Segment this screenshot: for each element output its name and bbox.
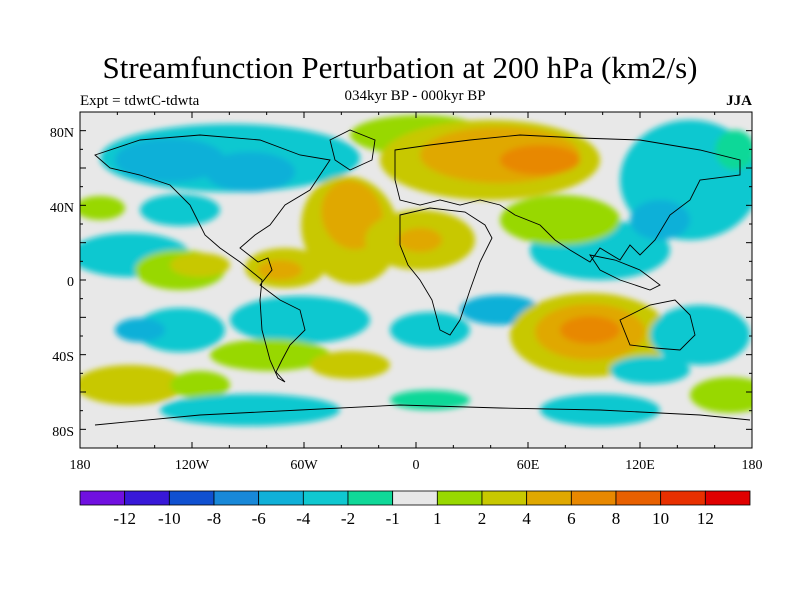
colorbar-box: [347, 490, 394, 506]
colorbar-level-label: -4: [296, 509, 311, 528]
contour-shading: [170, 371, 230, 399]
contour-shading: [560, 316, 620, 344]
plot-subtitle: 034kyr BP - 000kyr BP: [344, 88, 486, 104]
colorbar-box: [258, 490, 304, 506]
colorbar-box: [302, 490, 349, 506]
lon-label-180e: 180: [742, 458, 763, 473]
contour-shading: [80, 196, 125, 220]
contour-shading: [630, 200, 690, 240]
contour-shading: [690, 377, 752, 413]
contour-shading: [650, 305, 750, 365]
colorbar-box: [213, 490, 260, 506]
lon-label-180w: 180: [70, 458, 91, 473]
colorbar-box: [660, 490, 706, 506]
colorbar-level-label: -1: [386, 509, 400, 528]
colorbar-level-label: 10: [652, 509, 669, 528]
lat-label-80s: 80S: [52, 425, 74, 440]
lon-label-60w: 60W: [290, 458, 318, 473]
colorbar-box: [436, 490, 483, 506]
colorbar-box: [79, 490, 126, 506]
lat-label-40n: 40N: [50, 201, 74, 216]
colorbar-box: [481, 490, 528, 506]
contour-shading: [115, 318, 165, 342]
lon-label-60e: 60E: [517, 458, 540, 473]
colorbar-level-label: 6: [567, 509, 576, 528]
contour-shading: [135, 308, 225, 352]
contour-shading: [500, 195, 620, 245]
contour-field: [80, 112, 752, 448]
colorbar-labels: -12 -10 -8 -6 -4 -2 -1 1 2 4 6 8 10 12: [113, 509, 714, 528]
coastline: [399, 207, 493, 336]
coastline: [394, 134, 741, 263]
coastline: [329, 129, 376, 171]
coastline: [619, 299, 696, 351]
contour-shading: [160, 394, 340, 426]
colorbar-level-label: -12: [113, 509, 136, 528]
contour-shading: [170, 253, 230, 277]
contour-shading: [210, 339, 330, 371]
colorbar: [79, 490, 751, 506]
colorbar-level-label: 4: [522, 509, 531, 528]
contour-shading: [80, 365, 185, 405]
coastlines: [94, 129, 751, 426]
lon-label-120w: 120W: [175, 458, 210, 473]
contour-shading: [390, 312, 470, 348]
lat-label-eq: 0: [67, 275, 74, 290]
colorbar-level-label: 12: [697, 509, 714, 528]
colorbar-level-label: 8: [612, 509, 621, 528]
contour-shading: [115, 138, 225, 182]
lat-label-40s: 40S: [52, 350, 74, 365]
contour-shading: [398, 228, 442, 252]
coastline: [94, 134, 331, 383]
contour-shading: [310, 351, 390, 379]
colorbar-box: [168, 490, 215, 506]
axis-ticks: [79, 111, 753, 449]
colorbar-box: [615, 490, 662, 506]
experiment-label: Expt = tdwtC-tdwta: [80, 93, 200, 109]
contour-shading: [230, 296, 370, 344]
colorbar-level-label: -8: [207, 509, 221, 528]
plot-title: Streamfunction Perturbation at 200 hPa (…: [102, 50, 698, 85]
colorbar-box: [526, 490, 572, 506]
contour-shading: [140, 194, 220, 226]
colorbar-level-label: 2: [478, 509, 487, 528]
colorbar-level-label: -10: [158, 509, 181, 528]
contour-shading: [500, 145, 580, 175]
contour-shading: [715, 130, 752, 170]
colorbar-box: [124, 490, 170, 506]
colorbar-box: [392, 490, 438, 506]
colorbar-box: [704, 490, 751, 506]
colorbar-level-label: -6: [252, 509, 266, 528]
lon-label-120e: 120E: [625, 458, 655, 473]
contour-shading: [258, 260, 302, 280]
colorbar-level-label: 1: [433, 509, 442, 528]
lon-label-0: 0: [413, 458, 420, 473]
contour-shading: [205, 152, 295, 192]
colorbar-level-label: -2: [341, 509, 355, 528]
season-label: JJA: [726, 93, 752, 109]
coastline: [94, 404, 751, 426]
colorbar-box: [570, 490, 617, 506]
lat-label-80n: 80N: [50, 126, 74, 141]
coastline: [589, 254, 661, 291]
contour-shading: [610, 356, 690, 384]
